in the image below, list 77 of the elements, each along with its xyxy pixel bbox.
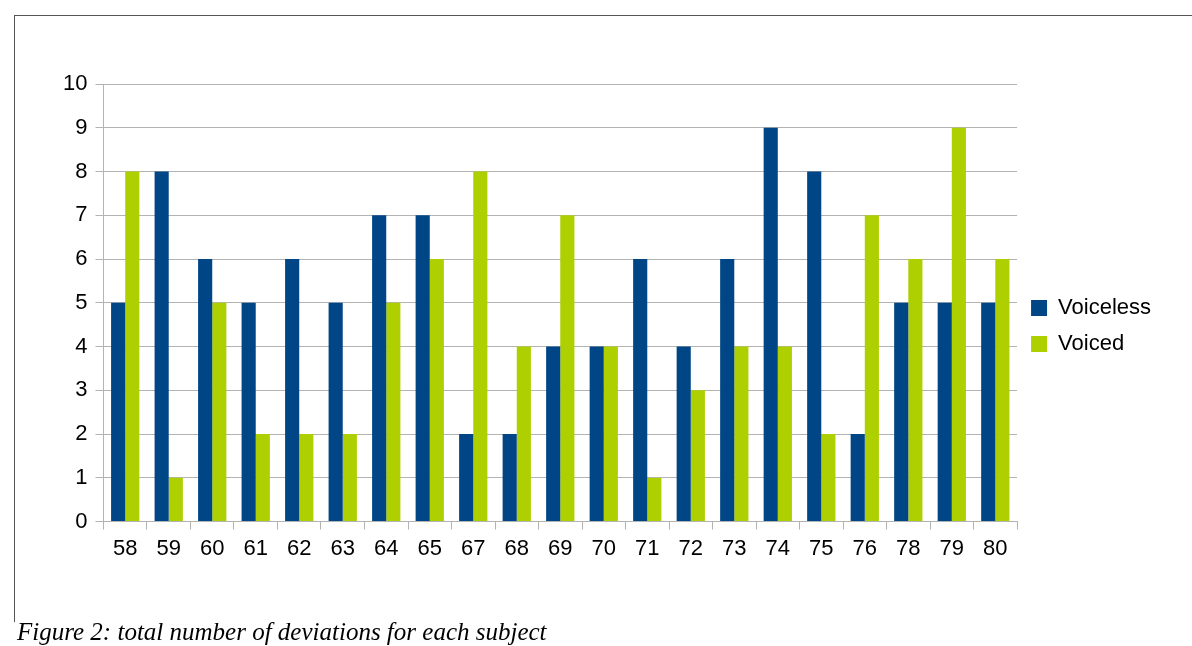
bar xyxy=(734,346,749,522)
bar xyxy=(864,215,879,522)
bar xyxy=(168,477,183,522)
bar xyxy=(459,434,474,522)
y-tick-label: 7 xyxy=(75,201,88,227)
bar xyxy=(633,259,648,522)
bar xyxy=(516,346,531,522)
bar xyxy=(473,171,488,522)
bar xyxy=(255,434,270,522)
bar xyxy=(951,127,966,522)
y-tick-label: 5 xyxy=(75,288,88,314)
x-tick-label: 72 xyxy=(678,534,704,560)
bar xyxy=(546,346,561,522)
bar xyxy=(285,259,300,522)
bar xyxy=(937,302,952,522)
bar xyxy=(328,302,343,522)
y-tick-label: 8 xyxy=(75,157,88,183)
bar xyxy=(690,390,705,522)
y-tick-label: 2 xyxy=(75,420,88,446)
x-tick-label: 74 xyxy=(765,534,791,560)
caption: Figure 2: total number of deviations for each subject xyxy=(17,618,547,646)
y-tick-label: 0 xyxy=(75,507,88,533)
x-tick-label: 71 xyxy=(635,534,660,560)
bar xyxy=(241,302,256,522)
bar xyxy=(589,346,604,522)
bar xyxy=(415,215,430,522)
bar xyxy=(154,171,169,522)
bar xyxy=(995,259,1010,522)
bar xyxy=(372,215,387,522)
bar xyxy=(908,259,923,522)
bar xyxy=(342,434,357,522)
x-tick-label: 61 xyxy=(243,534,268,560)
x-tick-label: 69 xyxy=(548,534,573,560)
x-tick-label: 60 xyxy=(199,534,225,560)
y-tick-label: 6 xyxy=(75,245,88,271)
bar xyxy=(981,302,996,522)
bar xyxy=(821,434,836,522)
x-tick-label: 59 xyxy=(156,534,181,560)
legend-label: Voiced xyxy=(1058,330,1125,356)
bar xyxy=(894,302,909,522)
bar xyxy=(676,346,691,522)
y-tick-label: 3 xyxy=(75,376,88,402)
bar xyxy=(850,434,865,522)
x-tick-label: 76 xyxy=(852,534,878,560)
legend-label: Voiceless xyxy=(1058,294,1152,320)
bar xyxy=(502,434,517,522)
x-tick-label: 70 xyxy=(591,534,617,560)
bar xyxy=(386,302,401,522)
x-tick-label: 79 xyxy=(939,534,965,560)
bar xyxy=(299,434,314,522)
bar xyxy=(777,346,792,522)
x-tick-label: 80 xyxy=(983,534,1008,560)
bar xyxy=(647,477,662,522)
bar xyxy=(807,171,822,522)
x-tick-label: 64 xyxy=(374,534,399,560)
bar xyxy=(560,215,575,522)
x-tick-label: 65 xyxy=(417,534,442,560)
bar xyxy=(198,259,213,522)
bar xyxy=(763,127,778,522)
y-tick-label: 10 xyxy=(62,70,88,96)
x-tick-label: 58 xyxy=(112,534,138,560)
bar xyxy=(212,302,227,522)
y-tick-label: 9 xyxy=(75,113,88,139)
x-tick-label: 63 xyxy=(330,534,355,560)
y-tick-label: 4 xyxy=(75,332,88,358)
y-tick-label: 1 xyxy=(75,463,88,489)
x-tick-label: 75 xyxy=(809,534,834,560)
bar xyxy=(111,302,126,522)
x-tick-label: 67 xyxy=(461,534,486,560)
bar xyxy=(125,171,140,522)
bar xyxy=(429,259,444,522)
x-tick-label: 78 xyxy=(896,534,921,560)
x-tick-label: 68 xyxy=(504,534,529,560)
bar xyxy=(720,259,735,522)
bar xyxy=(603,346,618,522)
x-tick-label: 73 xyxy=(722,534,747,560)
x-tick-label: 62 xyxy=(287,534,312,560)
